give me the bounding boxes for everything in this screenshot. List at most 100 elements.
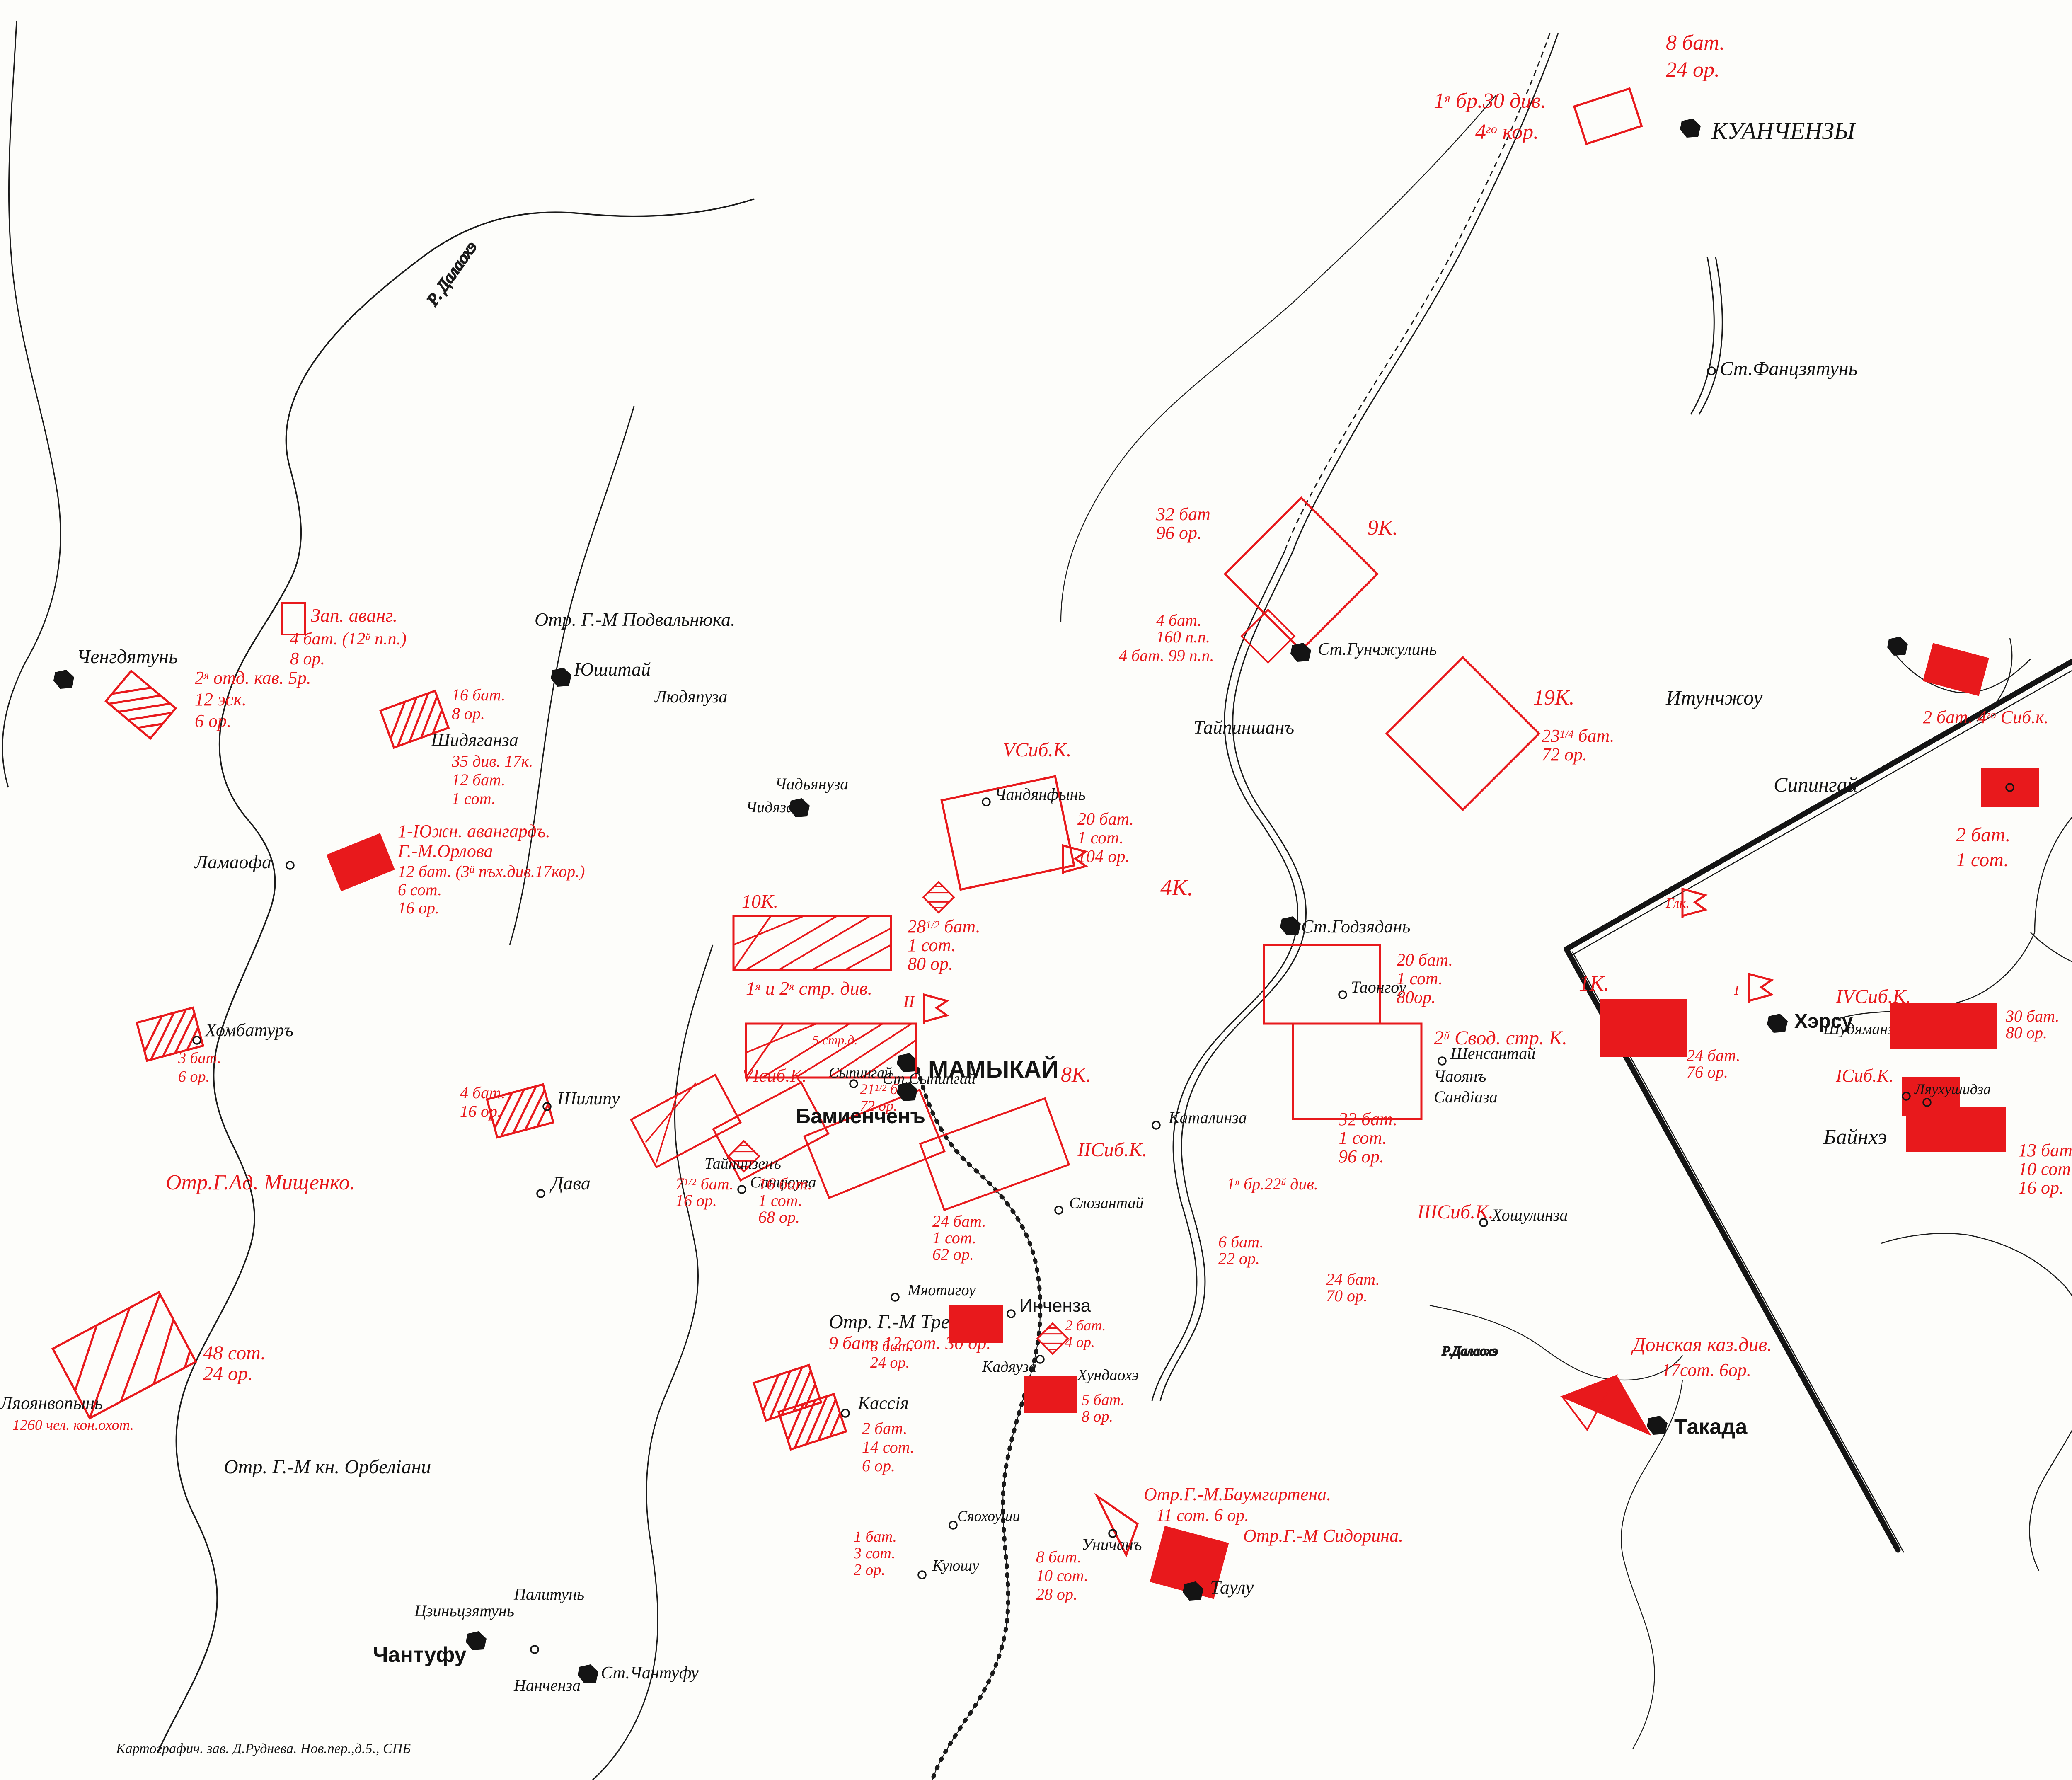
svg-text:Сандіаза: Сандіаза [1434,1087,1498,1106]
svg-text:Ст.Чантуфу: Ст.Чантуфу [601,1664,699,1683]
svg-text:24 бат.: 24 бат. [1687,1046,1740,1065]
svg-text:Кассія: Кассія [857,1393,909,1413]
svg-text:20 бат.: 20 бат. [1397,951,1453,970]
svg-text:Отр.Г.-М Сидорина.: Отр.Г.-М Сидорина. [1243,1526,1403,1546]
svg-text:Чаоянъ: Чаоянъ [1434,1067,1486,1085]
svg-text:22 ор.: 22 ор. [1218,1249,1260,1268]
svg-text:16 ор.: 16 ор. [460,1102,501,1121]
svg-text:4 бат. (12й п.п.): 4 бат. (12й п.п.) [290,630,407,649]
svg-text:Чантуфу: Чантуфу [373,1643,467,1667]
svg-text:Палитунь: Палитунь [513,1585,584,1603]
svg-text:24 бат.: 24 бат. [1326,1270,1380,1288]
svg-text:16 бат.: 16 бат. [452,685,506,704]
svg-text:4 ор.: 4 ор. [1065,1334,1095,1350]
svg-text:10К.: 10К. [742,891,778,912]
svg-text:1я бр.30 див.: 1я бр.30 див. [1434,89,1546,113]
svg-text:Сипингай: Сипингай [1774,773,1858,796]
svg-text:1я бр.22й див.: 1я бр.22й див. [1227,1175,1318,1193]
svg-text:4 бат.: 4 бат. [1156,611,1202,630]
svg-text:6 ор.: 6 ор. [862,1456,895,1475]
svg-text:Ляухушидза: Ляухушидза [1914,1081,1991,1097]
svg-text:Сяохоуши: Сяохоуши [957,1508,1020,1524]
svg-text:10 сот.: 10 сот. [1036,1566,1088,1585]
svg-text:1 сот.: 1 сот. [1339,1128,1387,1148]
svg-text:24 ор.: 24 ор. [203,1363,253,1385]
svg-text:8 ор.: 8 ор. [1082,1408,1113,1425]
svg-text:Такада: Такада [1674,1415,1748,1439]
svg-text:1 сот.: 1 сот. [1956,849,2009,871]
svg-text:Зап. аванг.: Зап. аванг. [311,605,397,626]
svg-text:14 сот.: 14 сот. [862,1438,914,1456]
svg-text:II: II [903,992,915,1011]
svg-text:12 эск.: 12 эск. [195,689,247,710]
svg-text:96 ор.: 96 ор. [1339,1146,1384,1167]
svg-text:1260 чел. кон.охот.: 1260 чел. кон.охот. [12,1417,134,1433]
svg-text:Ст.Сыпингай: Ст.Сыпингай [883,1070,975,1087]
svg-text:Хошулинза: Хошулинза [1491,1206,1568,1224]
svg-text:16 бат.: 16 бат. [758,1175,812,1193]
svg-text:Людяпуза: Людяпуза [654,688,727,707]
svg-text:3 бат.: 3 бат. [178,1049,221,1067]
svg-text:Тайпинзенъ: Тайпинзенъ [704,1155,781,1172]
svg-text:28 ор.: 28 ор. [1036,1585,1077,1603]
svg-text:68 ор.: 68 ор. [758,1208,800,1226]
svg-text:10 сот.: 10 сот. [2018,1159,2072,1179]
svg-text:32 бат: 32 бат [1156,504,1210,524]
svg-text:Отр. Г.-М кн. Орбеліани: Отр. Г.-М кн. Орбеліани [224,1456,431,1478]
svg-text:Шенсантай: Шенсантай [1450,1044,1535,1063]
svg-text:Картографич. зав. Д.Руднева. Н: Картографич. зав. Д.Руднева. Нов.пер.,д.… [116,1741,411,1756]
svg-text:Таулу: Таулу [1210,1577,1254,1598]
svg-text:96 ор.: 96 ор. [1156,523,1202,543]
svg-text:13 бат.: 13 бат. [2018,1140,2072,1160]
svg-text:Отр.Г.Ад. Мищенко.: Отр.Г.Ад. Мищенко. [166,1171,355,1194]
svg-text:1 сот.: 1 сот. [758,1191,802,1210]
svg-text:Дава: Дава [549,1172,591,1194]
svg-text:4 бат. 99 п.п.: 4 бат. 99 п.п. [1119,646,1214,665]
svg-text:Юшитай: Юшитай [574,659,651,680]
svg-text:80 ор.: 80 ор. [908,954,953,974]
svg-text:Отр. Г.-М Подвальнюка.: Отр. Г.-М Подвальнюка. [535,609,735,630]
svg-text:24 бат.: 24 бат. [932,1212,986,1230]
svg-text:16 ор.: 16 ор. [2018,1177,2064,1198]
svg-text:6 сот.: 6 сот. [398,880,442,899]
svg-text:24 ор.: 24 ор. [870,1354,910,1371]
svg-text:104 ор.: 104 ор. [1077,847,1130,866]
svg-text:1К.: 1К. [1579,972,1610,995]
svg-text:2 бат.: 2 бат. [862,1419,908,1438]
svg-text:Г.-М.Орлова: Г.-М.Орлова [397,841,493,861]
svg-text:2 бат.: 2 бат. [1956,824,2010,846]
svg-text:Шидяганза: Шидяганза [431,730,518,750]
svg-text:Байнхэ: Байнхэ [1823,1125,1887,1149]
svg-text:Кадяуза: Кадяуза [982,1358,1036,1376]
svg-text:281/2 бат.: 281/2 бат. [908,916,980,937]
svg-text:1 сот.: 1 сот. [932,1228,976,1247]
svg-text:1 сот.: 1 сот. [1077,828,1123,848]
svg-text:6 ор.: 6 ор. [195,711,231,731]
svg-text:160 п.п.: 160 п.п. [1156,627,1210,646]
svg-text:5 стр.д.: 5 стр.д. [812,1032,858,1047]
svg-text:Хомбатуръ: Хомбатуръ [204,1020,293,1040]
svg-text:30 бат.: 30 бат. [2005,1007,2060,1025]
svg-text:4К.: 4К. [1160,875,1193,901]
svg-text:3 сот.: 3 сот. [853,1545,896,1562]
svg-text:I: I [1734,983,1739,998]
svg-text:16 ор.: 16 ор. [675,1191,717,1210]
svg-text:2я отд. кав. 5р.: 2я отд. кав. 5р. [195,668,311,688]
svg-text:1-Южн. авангардъ.: 1-Южн. авангардъ. [398,821,550,841]
svg-text:Отр.Г.-М.Баумгартена.: Отр.Г.-М.Баумгартена. [1144,1484,1331,1504]
svg-text:Куюшу: Куюшу [932,1557,979,1574]
svg-text:76 ор.: 76 ор. [1687,1063,1728,1081]
svg-text:16 ор.: 16 ор. [398,898,439,917]
svg-text:Мяотигоу: Мяотигоу [907,1281,976,1299]
svg-text:80 ор.: 80 ор. [2006,1023,2047,1042]
svg-text:24 ор.: 24 ор. [1666,58,1720,82]
svg-text:Хундаохэ: Хундаохэ [1077,1366,1139,1384]
svg-text:Слозантай: Слозантай [1069,1194,1143,1212]
svg-text:Цзиньцзятунь: Цзиньцзятунь [414,1601,514,1620]
svg-text:80ор.: 80ор. [1397,988,1436,1007]
svg-text:1 бат.: 1 бат. [854,1528,897,1545]
svg-text:Уничанъ: Уничанъ [1082,1535,1142,1554]
svg-text:Ченгдятунь: Ченгдятунь [77,646,178,668]
svg-text:8 ор.: 8 ор. [452,704,485,723]
svg-text:Глк.: Глк. [1665,896,1690,911]
